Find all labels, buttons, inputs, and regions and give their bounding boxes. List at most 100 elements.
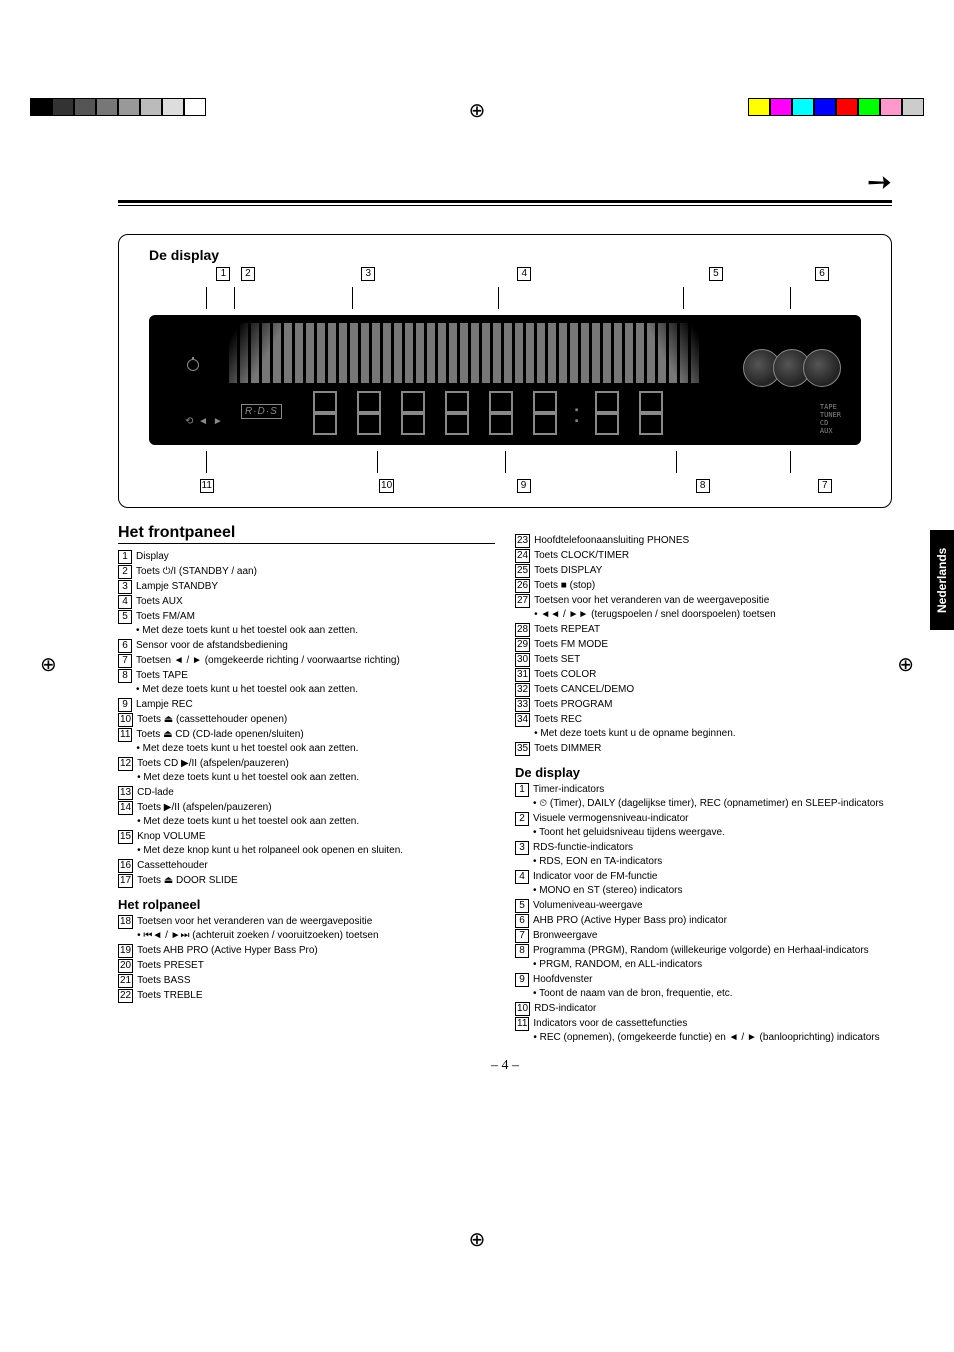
rds-icon: [241, 404, 282, 419]
list-item: 14 Toets ▶/II (afspelen/pauzeren) • Met d…: [118, 801, 495, 829]
list-item: 25 Toets DISPLAY: [515, 564, 892, 578]
list-item: 5Toets FM/AM • Met deze toets kunt u het…: [118, 610, 495, 638]
ref-number: 30: [515, 653, 530, 667]
item-text: Toets BASS: [137, 974, 495, 988]
ref-number: 10: [515, 1002, 530, 1016]
footer-filename: NL03-14_UX-V9R[E]f.pm6: [70, 1326, 176, 1336]
leader-lines-top: [149, 283, 861, 309]
ref-number: 9: [118, 698, 132, 712]
footer: NL03-14_UX-V9R[E]f.pm6 4 02.8.23, 8:35 P…: [70, 1326, 884, 1336]
list-item: 8 Toets TAPE • Met deze toets kunt u het …: [118, 669, 495, 697]
display-diagram-title: De display: [149, 247, 861, 263]
register-mark-icon: ⊕: [40, 652, 57, 677]
item-text: Toets ⏏ (cassettehouder openen): [137, 713, 495, 727]
page-turn-icon: ➙: [867, 165, 892, 200]
display-screen: ⟲ ◄ ► : TAPE TUNER CD AUX: [149, 315, 861, 445]
item-text: Toets COLOR: [534, 668, 892, 682]
ref-number: 34: [515, 713, 530, 727]
item-text: Volumeniveau-weergave: [533, 899, 892, 913]
ref-number: 14: [118, 801, 133, 815]
rolpaneel-heading: Het rolpaneel: [118, 898, 495, 912]
page-number: – 4 –: [118, 1058, 892, 1074]
register-mark-icon: ⊕: [469, 1227, 486, 1252]
ref-number: 26: [515, 579, 530, 593]
list-item: 21Toets BASS: [118, 974, 495, 988]
language-tab: Nederlands: [930, 530, 954, 630]
list-item: 16Cassettehouder: [118, 859, 495, 873]
list-item: 28Toets REPEAT: [515, 623, 892, 637]
ref-number: 7: [515, 929, 529, 943]
item-text: AHB PRO (Active Hyper Bass pro) indicato…: [533, 914, 892, 928]
item-text: Toets PRESET: [137, 959, 495, 973]
list-item: 8Programma (PRGM), Random (willekeurige …: [515, 944, 892, 972]
list-item: 3Lampje STANDBY: [118, 580, 495, 594]
left-column: Het frontpaneel 1Display2Toets ⏻/I (STAN…: [118, 508, 495, 1046]
list-item: 34Toets REC • Met deze toets kunt u de o…: [515, 713, 892, 741]
ref-number: 5: [118, 610, 132, 624]
ref-number: 17: [118, 874, 133, 888]
ref-number: 15: [118, 830, 133, 844]
item-text: Toets ⏻/I (STANDBY / aan): [136, 565, 495, 579]
item-text: Toets TAPE • Met deze toets kunt u het t…: [136, 669, 495, 697]
list-item: 3 RDS-functie-indicators • RDS, EON en TA…: [515, 841, 892, 869]
ref-number: 10: [118, 713, 133, 727]
ref-number: 19: [118, 944, 133, 958]
item-text: Toetsen voor het veranderen van de weerg…: [534, 594, 892, 622]
item-text: Toets ▶/II (afspelen/pauzeren) • Met dez…: [137, 801, 495, 829]
ref-number: 12: [118, 757, 133, 771]
frontpanel-list: 1Display2 Toets ⏻/I (STANDBY / aan)3Lampj…: [118, 550, 495, 888]
ref-number: 18: [118, 915, 133, 929]
display-list-heading: De display: [515, 766, 892, 780]
list-item: 17Toets ⏏ DOOR SLIDE: [118, 874, 495, 888]
display-list: 1Timer-indicators • ⏲ (Timer), DAILY (da…: [515, 783, 892, 1045]
ref-number: 25: [515, 564, 530, 578]
ref-number: 16: [118, 859, 133, 873]
frontpanel-right-list: 23Hoofdtelefoonaansluiting PHONES24Toets…: [515, 534, 892, 756]
ref-number: 4: [118, 595, 132, 609]
source-block: TAPE TUNER CD AUX: [820, 403, 841, 435]
footer-timestamp: 02.8.23, 8:35 PM: [815, 1326, 884, 1336]
ref-number: 9: [515, 973, 529, 987]
item-text: Hoofdvenster • Toont de naam van de bron…: [533, 973, 892, 1001]
ref-number: 20: [118, 959, 133, 973]
display-diagram: De display 1 2 3 4 5 6 ⟲ ◄ ►: [118, 234, 892, 508]
page-content: De display 1 2 3 4 5 6 ⟲ ◄ ►: [118, 200, 892, 1074]
ref-number: 35: [515, 742, 530, 756]
list-item: 32Toets CANCEL/DEMO: [515, 683, 892, 697]
ref-number: 22: [118, 989, 133, 1003]
list-item: 30 Toets SET: [515, 653, 892, 667]
list-item: 1Display: [118, 550, 495, 564]
item-text: Toets AUX: [136, 595, 495, 609]
list-item: 27Toetsen voor het veranderen van de wee…: [515, 594, 892, 622]
item-text: CD-lade: [137, 786, 495, 800]
ref-number: 11: [118, 728, 132, 742]
item-text: Toets DISPLAY: [534, 564, 892, 578]
item-text: Toets AHB PRO (Active Hyper Bass Pro): [137, 944, 495, 958]
ref-number: 29: [515, 638, 530, 652]
item-text: Toets CANCEL/DEMO: [534, 683, 892, 697]
ref-number: 3: [515, 841, 529, 855]
item-text: Indicators voor de cassettefuncties • RE…: [533, 1017, 892, 1045]
item-text: Toets SET: [534, 653, 892, 667]
ref-number: 8: [515, 944, 529, 958]
item-text: Toetsen voor het veranderen van de weerg…: [137, 915, 495, 943]
ref-number: 33: [515, 698, 530, 712]
list-item: 33Toets PROGRAM: [515, 698, 892, 712]
item-text: Toetsen ◄ / ► (omgekeerde richting / voo…: [136, 654, 495, 668]
top-callouts: 1 2 3 4 5 6: [149, 267, 861, 281]
list-item: 4 Toets AUX: [118, 595, 495, 609]
list-item: 29Toets FM MODE: [515, 638, 892, 652]
item-text: Toets CLOCK/TIMER: [534, 549, 892, 563]
list-item: 10RDS-indicator: [515, 1002, 892, 1016]
list-item: 22Toets TREBLE: [118, 989, 495, 1003]
leader-lines-bot: [149, 451, 861, 477]
ref-number: 8: [118, 669, 132, 683]
ref-number: 2: [118, 565, 132, 579]
ref-number: 5: [515, 899, 529, 913]
item-text: Sensor voor de afstandsbediening: [136, 639, 495, 653]
list-item: 7Toetsen ◄ / ► (omgekeerde richting / vo…: [118, 654, 495, 668]
list-item: 18 Toetsen voor het veranderen van de wee…: [118, 915, 495, 943]
item-text: RDS-functie-indicators • RDS, EON en TA-…: [533, 841, 892, 869]
list-item: 9Lampje REC: [118, 698, 495, 712]
list-item: 26Toets ■ (stop): [515, 579, 892, 593]
